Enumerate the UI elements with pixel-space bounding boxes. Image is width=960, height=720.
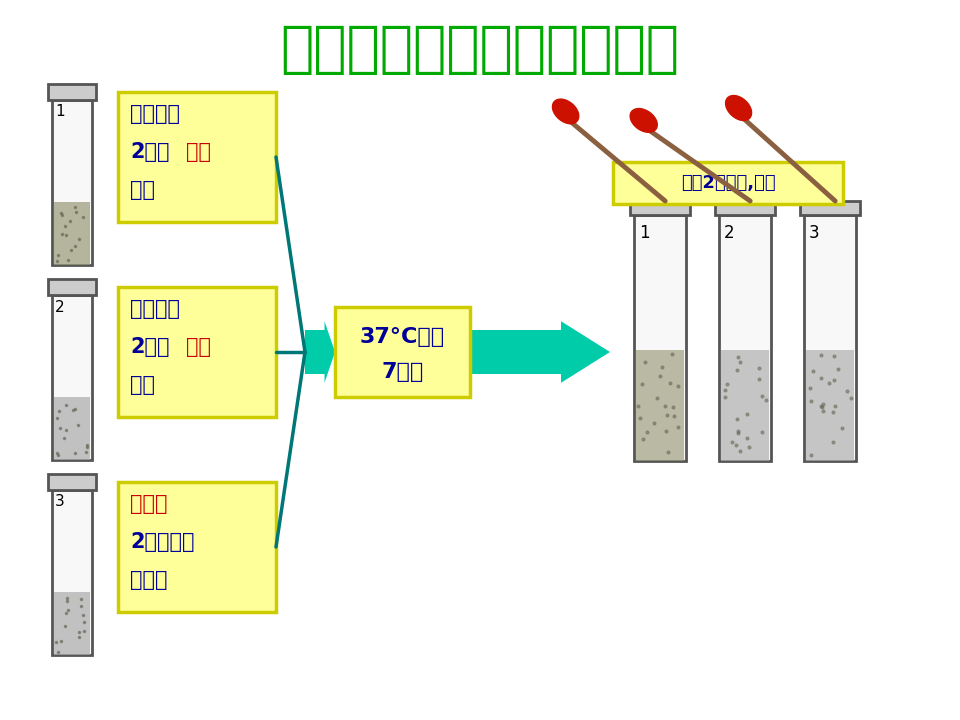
Bar	[613, 162, 843, 204]
Text: 不搅拌: 不搅拌	[130, 570, 167, 590]
Bar	[48, 279, 96, 295]
Text: 各加2滴碘液,摇匀: 各加2滴碘液,摇匀	[681, 174, 776, 192]
Text: 唾液: 唾液	[186, 142, 211, 162]
Bar	[52, 490, 92, 655]
Text: 1: 1	[55, 104, 65, 120]
Bar	[721, 351, 769, 461]
Bar	[335, 307, 470, 397]
Bar	[54, 397, 90, 460]
Bar	[118, 287, 276, 417]
Text: 2: 2	[724, 224, 734, 242]
Bar	[719, 215, 771, 461]
Text: 馒头块: 馒头块	[130, 494, 167, 514]
Bar	[54, 593, 90, 655]
Bar	[636, 351, 684, 461]
Polygon shape	[305, 321, 335, 383]
Bar	[800, 201, 860, 215]
Bar	[630, 201, 690, 215]
Text: 馒头碎屑: 馒头碎屑	[130, 299, 180, 319]
Text: 2: 2	[55, 300, 65, 315]
Text: 1: 1	[638, 224, 649, 242]
Text: 搅拌: 搅拌	[130, 375, 155, 395]
Text: 探究：馒头在口腔中的变化: 探究：馒头在口腔中的变化	[280, 23, 680, 77]
Bar	[48, 474, 96, 490]
Bar	[48, 84, 96, 100]
Bar	[804, 215, 856, 461]
Text: 37°C左右: 37°C左右	[360, 327, 445, 347]
Ellipse shape	[552, 99, 579, 124]
Bar	[118, 92, 276, 222]
Bar	[52, 295, 92, 460]
Bar	[54, 202, 90, 265]
Text: 2毫升: 2毫升	[130, 337, 170, 357]
Text: 2毫升: 2毫升	[130, 142, 170, 162]
Text: 2毫升唾液: 2毫升唾液	[130, 532, 195, 552]
Bar	[715, 201, 775, 215]
Text: 3: 3	[808, 224, 819, 242]
Text: 搅拌: 搅拌	[130, 180, 155, 200]
Polygon shape	[470, 321, 610, 383]
Bar	[806, 351, 854, 461]
Ellipse shape	[630, 109, 658, 132]
Bar	[118, 482, 276, 612]
Bar	[52, 100, 92, 265]
Text: 3: 3	[55, 495, 65, 510]
Text: 清水: 清水	[186, 337, 211, 357]
Text: 7分钟: 7分钟	[381, 362, 423, 382]
Text: 馒头碎屑: 馒头碎屑	[130, 104, 180, 124]
Bar	[634, 215, 686, 461]
Ellipse shape	[726, 96, 752, 120]
